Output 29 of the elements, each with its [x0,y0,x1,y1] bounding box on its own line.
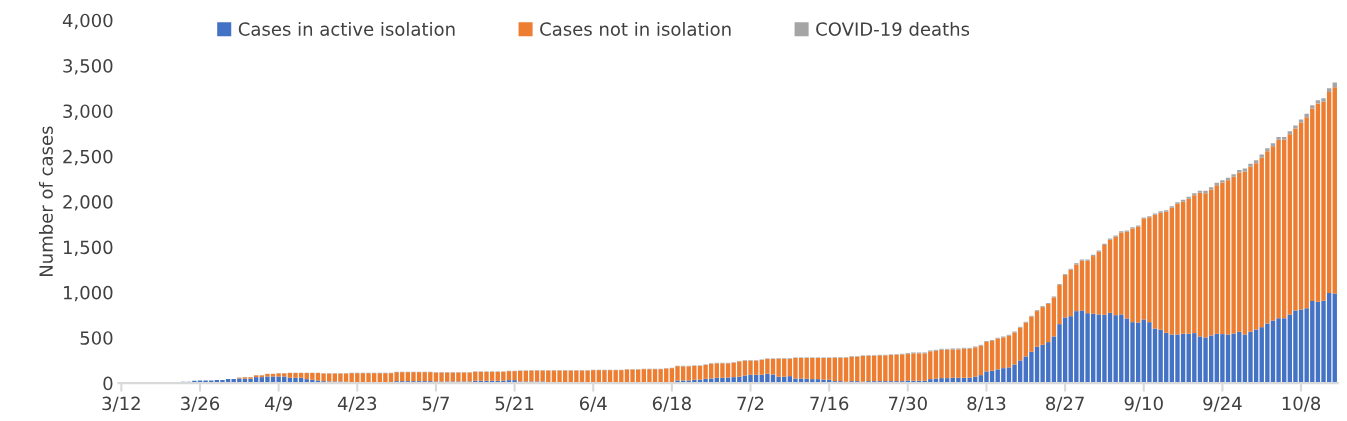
x-tick-label: 4/9 [264,396,292,412]
y-tick-label: 1,500 [63,240,113,256]
x-tick-label: 5/7 [422,396,449,412]
y-tick-label: 4,000 [62,13,113,30]
x-tick-label: 9/24 [1203,396,1242,412]
y-tick-label: 3,500 [63,59,113,75]
x-tick-label: 3/26 [181,396,220,412]
y-tick-label: 2,000 [63,195,113,211]
y-tick-label: 3,000 [63,104,113,120]
x-tick-label: 9/10 [1124,396,1163,412]
x-tick-label: 3/12 [102,396,140,412]
legend-label: COVID-19 deaths [816,21,970,36]
x-tick-label: 6/18 [652,396,691,412]
y-axis-title: Number of cases [38,126,53,277]
x-tick-label: 5/21 [495,396,534,412]
x-tick-label: 8/27 [1046,396,1084,412]
x-tick-label: 6/4 [579,396,607,412]
x-tick-label: 10/8 [1282,396,1321,412]
y-tick-label: 500 [80,331,113,345]
legend-label: Cases not in isolation [540,21,731,36]
x-tick-label: 7/2 [737,396,764,412]
legend-label: Cases in active isolation [238,21,455,36]
x-tick-label: 7/16 [810,396,849,412]
x-tick-label: 7/30 [889,396,927,412]
x-tick-label: 4/23 [337,396,377,412]
y-tick-label: 0 [103,376,113,391]
y-tick-label: 2,500 [63,149,113,166]
y-tick-label: 1,000 [63,285,113,302]
x-tick-label: 8/13 [967,396,1006,412]
